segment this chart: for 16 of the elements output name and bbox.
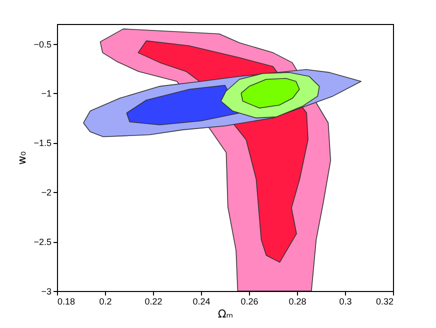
y-tick-label: −0.5 <box>34 39 52 50</box>
x-tick-label: 0.28 <box>288 296 306 306</box>
x-axis-title: Ωₘ <box>218 308 234 320</box>
y-tick-label: −1.5 <box>34 138 52 148</box>
y-tick-label: −2 <box>41 188 52 198</box>
x-tick-label: 0.24 <box>192 296 210 306</box>
x-tick-label: 0.18 <box>58 296 76 306</box>
x-tick-label: 0.3 <box>339 296 352 306</box>
y-tick-label: −2.5 <box>34 237 52 248</box>
x-tick-label: 0.32 <box>376 296 394 306</box>
y-axis-title: w₀ <box>16 150 29 165</box>
y-tick-label: −3 <box>41 286 52 296</box>
x-tick-label: 0.22 <box>144 296 162 306</box>
y-tick-label: −1 <box>41 88 52 99</box>
x-tick-label: 0.2 <box>99 296 112 306</box>
x-tick-label: 0.26 <box>240 296 258 306</box>
